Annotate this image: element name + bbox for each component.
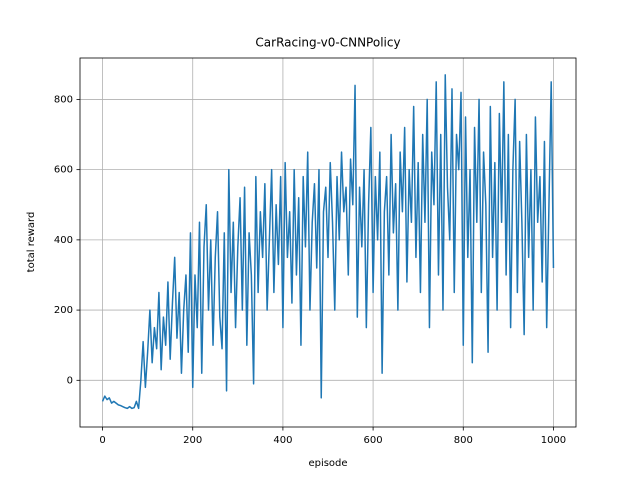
x-tick-label: 600 [364, 435, 383, 446]
y-tick-label: 800 [54, 94, 73, 105]
y-tick-label: 600 [54, 165, 73, 176]
x-tick-label: 400 [273, 435, 292, 446]
plot-area [80, 58, 576, 427]
y-tick-label: 400 [54, 235, 73, 246]
chart-title: CarRacing-v0-CNNPolicy [255, 36, 400, 50]
y-tick-label: 0 [67, 375, 73, 386]
y-axis-label: total reward [26, 212, 37, 273]
x-tick-label: 200 [183, 435, 202, 446]
x-axis-label: episode [308, 458, 347, 469]
x-tick-label: 0 [99, 435, 105, 446]
data-line [101, 74, 555, 410]
axes-frame [79, 57, 577, 428]
y-tick-label: 200 [54, 305, 73, 316]
x-tick-label: 800 [454, 435, 473, 446]
x-tick-label: 1000 [541, 435, 566, 446]
